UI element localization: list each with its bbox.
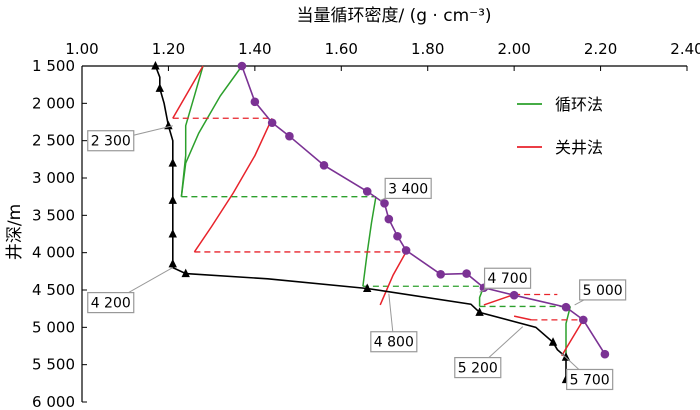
x-tick-label: 1.80 bbox=[411, 40, 444, 58]
purple-data-point bbox=[250, 97, 260, 107]
y-tick-label: 2 000 bbox=[32, 94, 75, 112]
purple-data-point bbox=[380, 199, 389, 208]
legend-label: 关井法 bbox=[555, 138, 603, 157]
y-tick-label: 3 500 bbox=[32, 206, 75, 224]
callout-label: 4 700 bbox=[488, 271, 528, 287]
legend-label: 循环法 bbox=[555, 95, 603, 114]
black-data-point bbox=[561, 352, 571, 361]
shut-in-method-curve bbox=[193, 117, 273, 253]
callout-box bbox=[454, 356, 502, 379]
x-tick-label: 1.40 bbox=[238, 40, 271, 58]
callout-box bbox=[87, 130, 135, 152]
callout-label: 5 000 bbox=[583, 283, 623, 299]
purple-data-point bbox=[462, 269, 471, 278]
y-tick-label: 4 000 bbox=[32, 244, 75, 262]
callout-label: 2 300 bbox=[91, 134, 131, 150]
shut-in-method-curve bbox=[379, 251, 407, 306]
black-data-point bbox=[548, 337, 558, 346]
purple-data-point bbox=[401, 246, 411, 255]
black-series-line bbox=[154, 65, 567, 380]
y-tick-label: 2 500 bbox=[32, 132, 75, 150]
shut-in-method-curve bbox=[513, 315, 532, 321]
circulation-method-curve bbox=[362, 196, 377, 287]
purple-series-line bbox=[241, 65, 606, 355]
shut-in-method-curve bbox=[483, 293, 515, 306]
y-tick-label: 5 500 bbox=[32, 356, 75, 374]
purple-data-point bbox=[384, 214, 394, 224]
black-data-point bbox=[151, 61, 160, 70]
callout-box bbox=[483, 267, 532, 289]
callout-box bbox=[87, 292, 135, 314]
axes bbox=[81, 65, 687, 402]
purple-data-point bbox=[285, 131, 294, 141]
black-data-point bbox=[181, 268, 190, 278]
purple-data-point bbox=[319, 161, 329, 170]
black-data-point bbox=[168, 258, 177, 268]
callout-box bbox=[384, 177, 432, 199]
purple-data-point bbox=[393, 231, 402, 241]
tick-labels: 1.00 1.20 1.40 1.60 1.80 2.00 2.20 2.40 1 500 2 0… bbox=[32, 40, 700, 410]
black-data-point bbox=[168, 229, 177, 238]
circulation-method-curve bbox=[565, 306, 572, 356]
purple-data-point bbox=[600, 349, 610, 359]
black-data-point bbox=[168, 158, 177, 167]
purple-data-point bbox=[561, 302, 571, 312]
x-tick-label: 2.00 bbox=[497, 40, 530, 58]
x-tick-label: 2.40 bbox=[670, 40, 700, 58]
callout-label: 4 200 bbox=[91, 296, 131, 312]
purple-data-point bbox=[267, 118, 277, 128]
purple-data-point bbox=[578, 315, 588, 325]
y-tick-label: 4 500 bbox=[32, 281, 75, 299]
circulation-method-curve bbox=[180, 65, 243, 197]
y-tick-label: 1 500 bbox=[32, 57, 75, 75]
purple-data-point bbox=[436, 270, 445, 279]
y-tick-label: 3 000 bbox=[32, 169, 75, 187]
callout-box bbox=[370, 331, 418, 353]
method-curves bbox=[172, 65, 584, 357]
shut-in-method-curve bbox=[561, 319, 584, 357]
y-axis-label: 井深/m bbox=[5, 204, 25, 260]
chart-title: 当量循环密度/ (g · cm⁻³) bbox=[296, 6, 491, 26]
callouts: 2 300 3 400 4 200 4 700 4 800 5 000 5 200 5 700 bbox=[87, 125, 627, 391]
callout-label: 5 200 bbox=[458, 361, 498, 377]
callout-label: 4 800 bbox=[374, 335, 414, 351]
y-tick-label: 6 000 bbox=[32, 393, 75, 410]
callout-label: 5 700 bbox=[570, 372, 610, 388]
black-data-point bbox=[475, 307, 484, 316]
callout-box bbox=[579, 279, 627, 301]
black-data-point bbox=[363, 283, 372, 293]
x-tick-label: 1.20 bbox=[152, 40, 185, 58]
purple-data-point bbox=[362, 187, 372, 196]
x-tick-label: 1.00 bbox=[65, 40, 98, 58]
x-tick-label: 1.60 bbox=[325, 40, 358, 58]
x-tick-label: 2.20 bbox=[584, 40, 617, 58]
shut-in-method-curve bbox=[172, 65, 204, 119]
black-data-point bbox=[155, 83, 164, 92]
y-tick-label: 5 000 bbox=[32, 318, 75, 336]
callout-label: 3 400 bbox=[388, 181, 428, 197]
series-lines bbox=[151, 61, 610, 384]
purple-data-point bbox=[509, 290, 519, 300]
black-data-point bbox=[168, 195, 177, 204]
callout-box bbox=[566, 368, 614, 391]
purple-data-point bbox=[237, 61, 247, 71]
